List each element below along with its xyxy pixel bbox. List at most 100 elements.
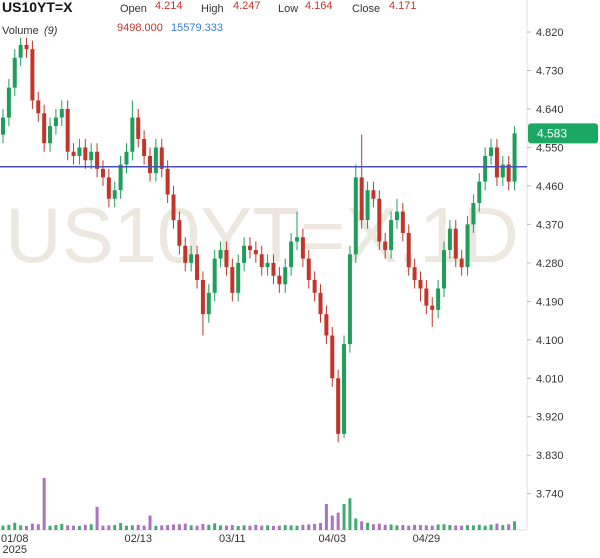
y-tick-label: 4.100 xyxy=(536,335,564,347)
volume-bar xyxy=(383,524,387,530)
candle-body xyxy=(512,133,517,182)
volume-bar xyxy=(436,524,440,530)
volume-bar xyxy=(354,518,358,530)
candle-body xyxy=(494,147,499,178)
plot xyxy=(0,36,527,530)
volume-bar xyxy=(48,525,52,530)
volume-bar xyxy=(319,523,323,530)
volume-bar xyxy=(183,523,187,530)
candle-body xyxy=(171,194,176,221)
candle-body xyxy=(30,49,35,101)
y-tick-label: 4.730 xyxy=(536,66,564,78)
candle-body xyxy=(253,250,258,255)
y-tick-label: 3.830 xyxy=(536,450,564,462)
volume-bar xyxy=(366,522,370,530)
volume-bar xyxy=(360,521,364,530)
volume-bar xyxy=(213,523,217,530)
volume-bar xyxy=(248,525,252,530)
candle-body xyxy=(42,113,47,144)
volume-bar xyxy=(236,525,240,530)
volume-bar xyxy=(389,524,393,530)
volume-bar xyxy=(371,524,375,530)
candle-body xyxy=(18,44,23,58)
candle-body xyxy=(112,190,117,199)
candle-body xyxy=(324,314,329,336)
volume-bar xyxy=(401,525,405,530)
candle-body xyxy=(77,147,82,157)
candle-body xyxy=(142,138,147,157)
volume-bar xyxy=(277,525,281,530)
candle-body xyxy=(318,292,323,315)
volume-bar xyxy=(242,525,246,530)
candle-body xyxy=(359,177,364,221)
candle-body xyxy=(436,288,441,310)
volume-bar xyxy=(148,515,152,530)
volume-bar xyxy=(142,525,146,530)
x-tick-label: 04/03 xyxy=(319,533,347,545)
y-tick-label: 4.550 xyxy=(536,142,564,154)
volume-bar xyxy=(166,525,170,530)
candle-body xyxy=(224,250,229,268)
volume-bar xyxy=(377,523,381,530)
candle-body xyxy=(130,117,135,152)
candle-body xyxy=(200,279,205,315)
candle-body xyxy=(195,254,200,280)
volume-bar xyxy=(95,506,99,530)
candle-body xyxy=(165,168,170,195)
label: Close xyxy=(352,3,380,15)
candle-body xyxy=(412,267,417,280)
y-tick-label: 4.460 xyxy=(536,181,564,193)
volume-bar xyxy=(54,525,58,530)
volume-bar xyxy=(430,525,434,530)
volume-bar xyxy=(442,524,446,530)
volume-bar xyxy=(324,504,328,530)
candle-body xyxy=(336,378,341,434)
volume-bar xyxy=(113,525,117,530)
candle-body xyxy=(59,108,64,118)
volume-bar xyxy=(19,525,23,530)
candle-body xyxy=(265,262,270,268)
candle-body xyxy=(95,151,100,169)
volume-bar xyxy=(7,524,11,530)
candle-body xyxy=(53,117,58,127)
volume-bar xyxy=(483,525,487,530)
candle-body xyxy=(6,87,11,118)
header: US10YT=X Open 4.214 High 4.247 Low 4.164… xyxy=(0,0,430,38)
candle-body xyxy=(12,57,17,88)
volume-bar xyxy=(107,525,111,530)
volume-bar xyxy=(336,512,340,530)
volume-bar xyxy=(136,524,140,530)
value: 4.171 xyxy=(389,0,417,12)
volume-bar xyxy=(172,524,176,530)
volume-bar xyxy=(477,524,481,530)
candle-body xyxy=(347,254,352,345)
volume-bar xyxy=(271,525,275,530)
volume-bar xyxy=(119,523,123,530)
candle-body xyxy=(471,203,476,225)
label: Open xyxy=(120,3,147,15)
volume-bar xyxy=(89,524,93,530)
volume-bar xyxy=(460,525,464,530)
volume-bar xyxy=(77,525,81,530)
volume-bar xyxy=(154,525,158,530)
candle-body xyxy=(365,190,370,221)
candle-body xyxy=(100,168,105,178)
value: 4.164 xyxy=(305,0,333,12)
y-tick-label: 4.280 xyxy=(536,258,564,270)
label: Volume xyxy=(2,25,39,37)
volume-bar xyxy=(289,525,293,530)
candle-body xyxy=(277,275,282,285)
volume-bar xyxy=(424,525,428,530)
price-badge xyxy=(528,123,598,144)
candle-body xyxy=(418,279,423,289)
y-tick-label: 4.370 xyxy=(536,219,564,231)
volume-bar xyxy=(418,525,422,530)
value: 4.214 xyxy=(155,0,183,12)
candle-body xyxy=(383,241,388,251)
volume-bar xyxy=(189,525,193,530)
volume-bar xyxy=(260,525,264,530)
candle-body xyxy=(136,117,141,139)
candle-body xyxy=(1,117,5,135)
volume-bar xyxy=(177,524,181,530)
